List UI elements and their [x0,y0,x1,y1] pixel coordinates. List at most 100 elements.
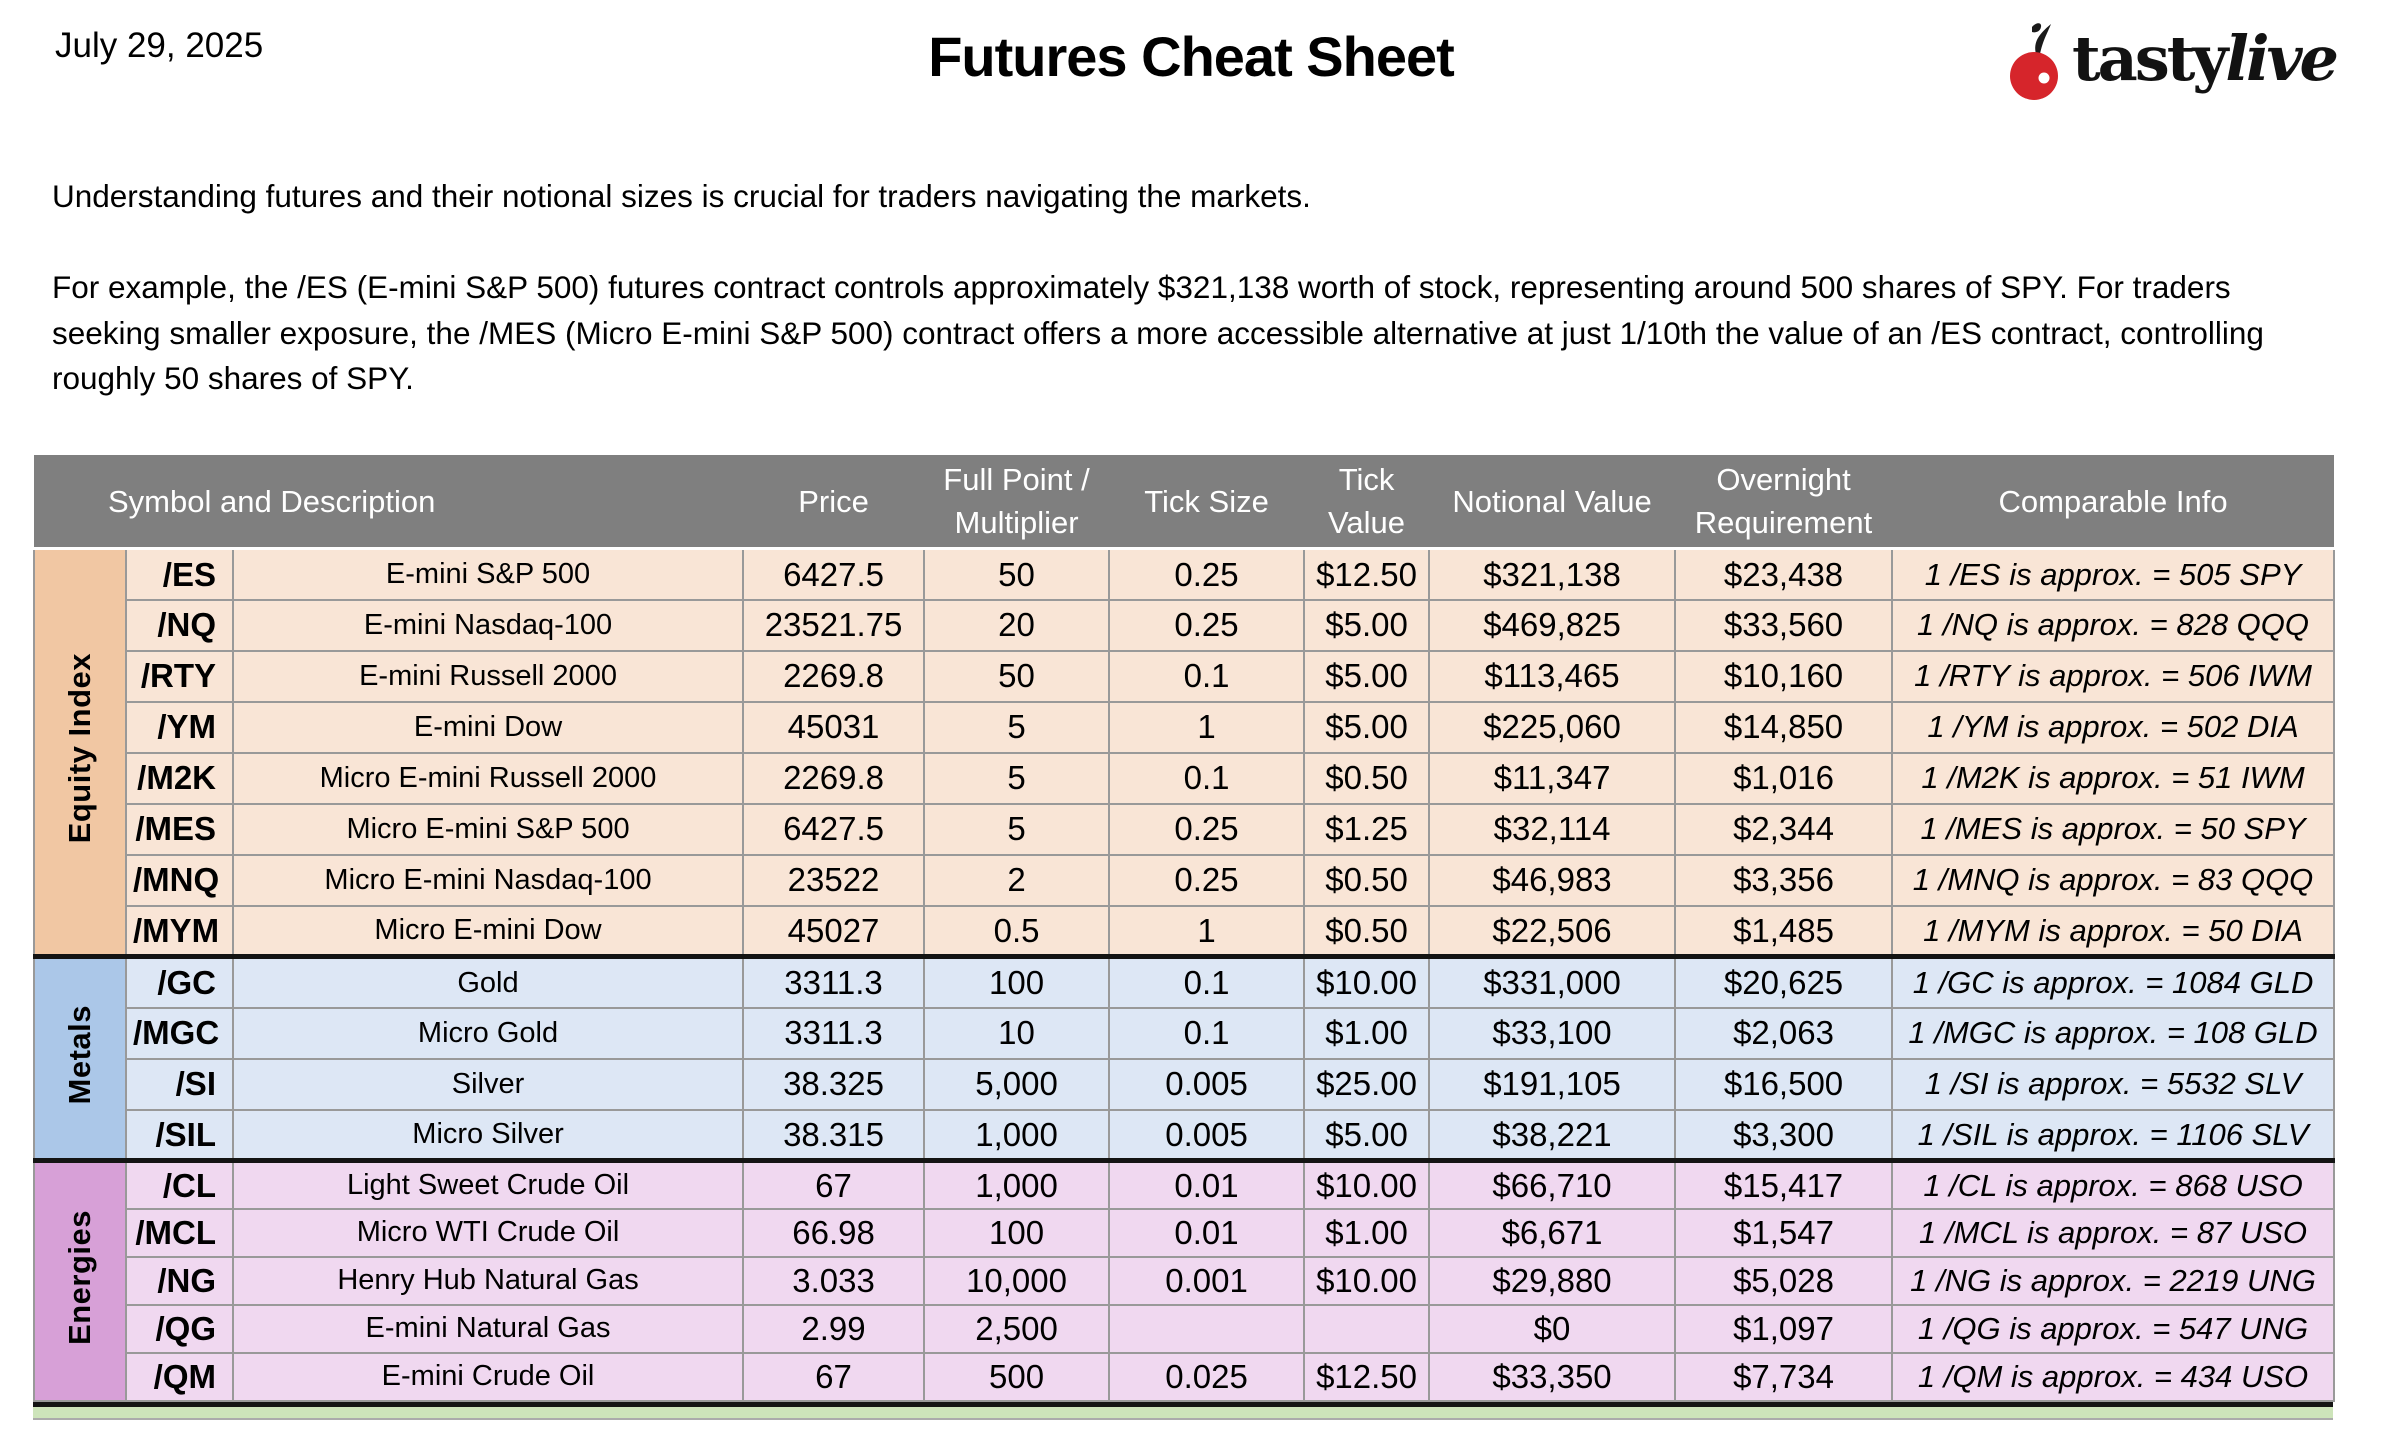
cell-notional: $11,347 [1428,751,1677,805]
cell-tick-value: $5.00 [1303,598,1431,652]
cell-price: 3311.3 [742,954,926,1009]
cell-description: Micro E-mini Dow [231,904,745,958]
cell-tick-size: 1 [1108,700,1306,754]
cell-overnight: $20,625 [1674,954,1894,1009]
table-row: /NQ E-mini Nasdaq-100 23521.75 20 0.25 $5.00 $… [34,598,2336,652]
cell-comparable: 1 /CL is approx. = 868 USO [1891,1158,2336,1210]
cell-price: 67 [742,1351,926,1402]
logo-live: live [2225,22,2339,95]
cell-tick-size: 0.1 [1108,751,1306,805]
cell-symbol: /M2K [125,751,234,805]
col-header-full-point: Full Point / Multiplier [924,455,1110,551]
category-label-text: Metals [62,1005,97,1105]
cell-symbol: /NQ [125,598,234,652]
cell-symbol: /QG [125,1303,234,1354]
cell-symbol: /MGC [125,1006,234,1060]
cell-symbol: /RTY [125,649,234,703]
cell-symbol: /MES [125,802,234,856]
table-row: /QM E-mini Crude Oil 67 500 0.025 $12.50 $33,3… [34,1351,2336,1402]
cell-description: Micro WTI Crude Oil [231,1207,745,1258]
cell-tick-size: 0.1 [1108,1006,1306,1060]
cell-description: Micro E-mini S&P 500 [231,802,745,856]
intro-paragraph-2: For example, the /ES (E-mini S&P 500) fu… [52,269,2264,397]
cell-comparable: 1 /MYM is approx. = 50 DIA [1891,904,2336,958]
cell-price: 3.033 [742,1255,926,1306]
cell-overnight: $1,016 [1674,751,1894,805]
cell-comparable: 1 /QM is approx. = 434 USO [1891,1351,2336,1402]
cell-full-point: 5 [923,802,1111,856]
cell-tick-value: $10.00 [1303,1255,1431,1306]
date-label: July 29, 2025 [55,26,264,65]
cell-tick-value: $25.00 [1303,1057,1431,1111]
cell-notional: $225,060 [1428,700,1677,754]
cell-full-point: 0.5 [923,904,1111,958]
cell-tick-size: 0.25 [1108,598,1306,652]
cell-tick-value: $10.00 [1303,954,1431,1009]
cell-notional: $191,105 [1428,1057,1677,1111]
cell-tick-size [1108,1303,1306,1354]
cell-overnight: $1,547 [1674,1207,1894,1258]
logo-tasty: tasty [2072,22,2228,95]
page-header: July 29, 2025 Futures Cheat Sheet tastyl… [0,0,2382,118]
cell-tick-value [1303,1303,1431,1354]
cherry-icon [2010,23,2059,100]
cell-symbol: /SI [125,1057,234,1111]
cell-tick-size: 0.1 [1108,954,1306,1009]
cell-overnight: $16,500 [1674,1057,1894,1111]
cell-overnight: $14,850 [1674,700,1894,754]
cell-full-point: 10,000 [923,1255,1111,1306]
cell-price: 66.98 [742,1207,926,1258]
cell-full-point: 100 [923,954,1111,1009]
table-row: /M2K Micro E-mini Russell 2000 2269.8 5 0.1 $… [34,751,2336,805]
cell-comparable: 1 /MCL is approx. = 87 USO [1891,1207,2336,1258]
cell-tick-value: $5.00 [1303,700,1431,754]
category-label-text: Equity Index [62,653,97,844]
col-header-comparable: Comparable Info [1892,455,2335,551]
cell-tick-size: 0.1 [1108,649,1306,703]
cell-notional: $331,000 [1428,954,1677,1009]
table-row: /MES Micro E-mini S&P 500 6427.5 5 0.25 $1.25… [34,802,2336,856]
page-title: Futures Cheat Sheet [928,25,1455,88]
cell-tick-size: 1 [1108,904,1306,958]
cell-overnight: $10,160 [1674,649,1894,703]
cell-notional: $469,825 [1428,598,1677,652]
cell-description: Silver [231,1057,745,1111]
table-row: Metals/GC Gold 3311.3 100 0.1 $10.00 $331,000 $… [33,954,2336,1162]
cell-symbol: /NG [125,1255,234,1306]
cell-tick-value: $12.50 [1303,547,1431,601]
col-header-notional: Notional Value [1429,455,1676,551]
cell-symbol: /MNQ [125,853,234,907]
cell-notional: $33,350 [1428,1351,1677,1402]
cell-overnight: $3,300 [1674,1108,1894,1162]
table-row: /SI Silver 38.325 5,000 0.005 $25.00 $191,105 $… [34,1057,2336,1111]
cell-full-point: 20 [923,598,1111,652]
cell-price: 67 [742,1158,926,1210]
cell-comparable: 1 /GC is approx. = 1084 GLD [1891,954,2336,1009]
cell-tick-size: 0.01 [1108,1207,1306,1258]
cell-full-point: 100 [923,1207,1111,1258]
cell-price: 23521.75 [742,598,926,652]
cell-notional: $6,671 [1428,1207,1677,1258]
cell-symbol: /YM [125,700,234,754]
table-body: Equity Index/ES E-mini S&P 500 6427.5 50 0.2… [33,547,2336,1402]
cell-comparable: 1 /M2K is approx. = 51 IWM [1891,751,2336,805]
cell-price: 2269.8 [742,751,926,805]
cell-comparable: 1 /MNQ is approx. = 83 QQQ [1891,853,2336,907]
cell-price: 3311.3 [742,1006,926,1060]
cell-notional: $33,100 [1428,1006,1677,1060]
cell-notional: $29,880 [1428,1255,1677,1306]
table-row: /YM E-mini Dow 45031 5 1 $5.00 $225,060 $14,850… [34,700,2336,754]
cell-tick-value: $10.00 [1303,1158,1431,1210]
cell-tick-value: $0.50 [1303,853,1431,907]
cell-tick-value: $1.25 [1303,802,1431,856]
cell-tick-value: $5.00 [1303,1108,1431,1162]
cell-description: E-mini Natural Gas [231,1303,745,1354]
cell-description: Micro E-mini Russell 2000 [231,751,745,805]
cell-notional: $38,221 [1428,1108,1677,1162]
intro-text: Understanding futures and their notional… [52,174,2324,401]
cell-full-point: 50 [923,547,1111,601]
cell-tick-value: $1.00 [1303,1006,1431,1060]
tastylive-logo: tastylive [2009,16,2339,104]
cell-symbol: /CL [125,1158,234,1210]
table-header: Symbol and Description Price Full Point / … [34,455,2335,551]
